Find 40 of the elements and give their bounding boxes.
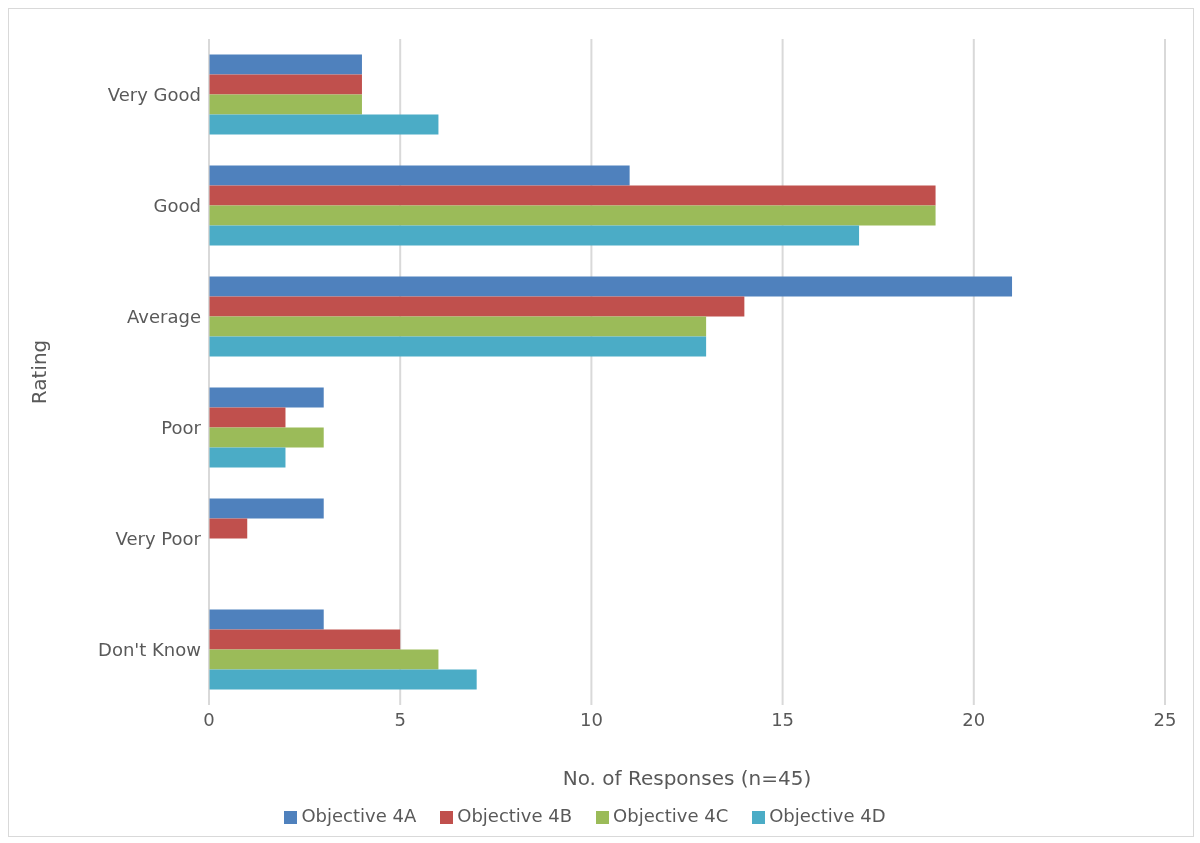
legend-label: Objective 4A xyxy=(301,805,417,826)
bar xyxy=(209,74,362,95)
bar xyxy=(209,387,324,408)
bar xyxy=(209,185,936,206)
legend-label: Objective 4D xyxy=(769,805,886,826)
bar xyxy=(209,316,707,337)
bar xyxy=(209,649,439,670)
bar xyxy=(209,276,1013,297)
y-tick-label: Good xyxy=(153,194,201,216)
bar xyxy=(209,518,248,539)
x-tick-label: 25 xyxy=(1153,708,1177,730)
y-tick-label: Very Poor xyxy=(115,527,202,549)
y-axis-title: Rating xyxy=(27,339,52,405)
bar xyxy=(209,165,630,186)
bar xyxy=(209,447,286,468)
y-tick-label: Very Good xyxy=(107,83,201,105)
bar xyxy=(209,54,362,75)
x-axis-title: No. of Responses (n=45) xyxy=(562,766,812,790)
bar xyxy=(209,427,324,448)
legend-label: Objective 4C xyxy=(613,805,729,826)
y-tick-label: Average xyxy=(127,305,201,327)
y-tick-label: Don't Know xyxy=(98,638,201,660)
x-tick-label: 0 xyxy=(203,708,215,730)
x-tick-label: 5 xyxy=(394,708,406,730)
bar xyxy=(209,225,860,246)
bar xyxy=(209,336,707,357)
bar xyxy=(209,94,362,115)
bar xyxy=(209,669,477,690)
bar xyxy=(209,407,286,428)
x-tick-label: 15 xyxy=(771,708,795,730)
bar xyxy=(209,205,936,226)
legend-label: Objective 4B xyxy=(457,805,573,826)
bar xyxy=(209,609,324,630)
x-tick-label: 20 xyxy=(962,708,986,730)
x-tick-label: 10 xyxy=(579,708,603,730)
bar xyxy=(209,498,324,519)
bar xyxy=(209,114,439,135)
bar xyxy=(209,629,401,650)
y-tick-label: Poor xyxy=(161,416,202,438)
bar xyxy=(209,296,745,317)
